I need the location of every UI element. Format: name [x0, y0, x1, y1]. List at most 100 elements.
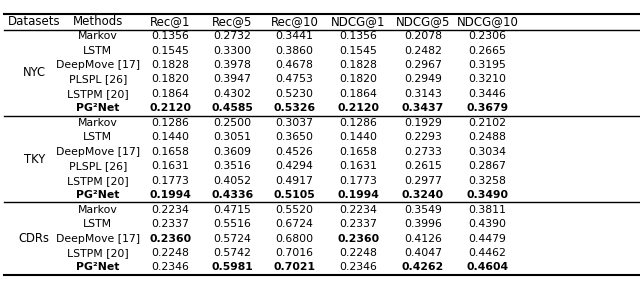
Text: 0.1440: 0.1440 — [151, 132, 189, 142]
Text: NYC: NYC — [23, 66, 46, 79]
Text: 0.2615: 0.2615 — [404, 161, 442, 171]
Text: 0.1929: 0.1929 — [404, 118, 442, 128]
Text: DeepMove [17]: DeepMove [17] — [56, 234, 140, 244]
Text: 0.4302: 0.4302 — [213, 89, 252, 99]
Text: 0.2120: 0.2120 — [149, 103, 191, 113]
Text: LSTPM [20]: LSTPM [20] — [67, 89, 129, 99]
Text: 0.5326: 0.5326 — [273, 103, 316, 113]
Text: LSTPM [20]: LSTPM [20] — [67, 248, 129, 258]
Text: 0.3978: 0.3978 — [214, 60, 252, 70]
Text: 0.4126: 0.4126 — [404, 234, 442, 244]
Text: PG²Net: PG²Net — [76, 263, 120, 272]
Text: 0.2949: 0.2949 — [404, 74, 442, 84]
Text: Rec@1: Rec@1 — [150, 15, 191, 28]
Text: 0.2102: 0.2102 — [468, 118, 506, 128]
Text: 0.1631: 0.1631 — [339, 161, 377, 171]
Text: 0.2234: 0.2234 — [339, 205, 377, 215]
Text: 0.2500: 0.2500 — [213, 118, 252, 128]
Text: 0.1828: 0.1828 — [151, 60, 189, 70]
Text: 0.1828: 0.1828 — [339, 60, 377, 70]
Text: 0.1864: 0.1864 — [339, 89, 377, 99]
Text: 0.1658: 0.1658 — [339, 147, 377, 157]
Text: 0.1286: 0.1286 — [339, 118, 377, 128]
Text: 0.4047: 0.4047 — [404, 248, 442, 258]
Text: Markov: Markov — [78, 118, 118, 128]
Text: 0.4715: 0.4715 — [214, 205, 252, 215]
Text: 0.4917: 0.4917 — [276, 176, 314, 186]
Text: LSTM: LSTM — [83, 219, 113, 229]
Text: 0.5724: 0.5724 — [214, 234, 252, 244]
Text: 0.5520: 0.5520 — [276, 205, 314, 215]
Text: NDCG@10: NDCG@10 — [456, 15, 518, 28]
Text: 0.2967: 0.2967 — [404, 60, 442, 70]
Text: 0.1820: 0.1820 — [339, 74, 377, 84]
Text: Markov: Markov — [78, 205, 118, 215]
Text: 0.1356: 0.1356 — [151, 31, 189, 41]
Text: Methods: Methods — [73, 15, 123, 28]
Text: 0.1286: 0.1286 — [151, 118, 189, 128]
Text: 0.4052: 0.4052 — [213, 176, 252, 186]
Text: 0.6724: 0.6724 — [276, 219, 314, 229]
Text: PG²Net: PG²Net — [76, 190, 120, 200]
Text: 0.3437: 0.3437 — [402, 103, 444, 113]
Text: 0.1773: 0.1773 — [339, 176, 377, 186]
Text: DeepMove [17]: DeepMove [17] — [56, 147, 140, 157]
Text: 0.4526: 0.4526 — [276, 147, 314, 157]
Text: PLSPL [26]: PLSPL [26] — [68, 74, 127, 84]
Text: 0.3516: 0.3516 — [214, 161, 252, 171]
Text: 0.4585: 0.4585 — [211, 103, 253, 113]
Text: 0.5105: 0.5105 — [274, 190, 316, 200]
Text: 0.2488: 0.2488 — [468, 132, 506, 142]
Text: 0.1545: 0.1545 — [151, 46, 189, 55]
Text: 0.5981: 0.5981 — [211, 263, 253, 272]
Text: NDCG@1: NDCG@1 — [331, 15, 385, 28]
Text: 0.2337: 0.2337 — [151, 219, 189, 229]
Text: 0.3811: 0.3811 — [468, 205, 506, 215]
Text: 0.2120: 0.2120 — [337, 103, 379, 113]
Text: Datasets: Datasets — [8, 15, 61, 28]
Text: 0.2306: 0.2306 — [468, 31, 506, 41]
Text: 0.2234: 0.2234 — [151, 205, 189, 215]
Text: 0.3240: 0.3240 — [402, 190, 444, 200]
Text: NDCG@5: NDCG@5 — [396, 15, 450, 28]
Text: 0.3679: 0.3679 — [467, 103, 509, 113]
Text: 0.2665: 0.2665 — [468, 46, 506, 55]
Text: 0.2733: 0.2733 — [404, 147, 442, 157]
Text: 0.4479: 0.4479 — [468, 234, 506, 244]
Text: 0.3996: 0.3996 — [404, 219, 442, 229]
Text: 0.3258: 0.3258 — [468, 176, 506, 186]
Text: LSTM: LSTM — [83, 46, 113, 55]
Text: 0.5742: 0.5742 — [214, 248, 252, 258]
Text: PG²Net: PG²Net — [76, 103, 120, 113]
Text: 0.3947: 0.3947 — [214, 74, 252, 84]
Text: Rec@5: Rec@5 — [212, 15, 253, 28]
Text: 0.3441: 0.3441 — [276, 31, 314, 41]
Text: 0.5516: 0.5516 — [214, 219, 252, 229]
Text: 0.1631: 0.1631 — [151, 161, 189, 171]
Text: CDRs: CDRs — [19, 232, 50, 245]
Text: 0.2293: 0.2293 — [404, 132, 442, 142]
Text: 0.1773: 0.1773 — [151, 176, 189, 186]
Text: 0.4678: 0.4678 — [276, 60, 314, 70]
Text: 0.1994: 0.1994 — [149, 190, 191, 200]
Text: 0.3446: 0.3446 — [468, 89, 506, 99]
Text: 0.1440: 0.1440 — [339, 132, 377, 142]
Text: 0.2346: 0.2346 — [151, 263, 189, 272]
Text: 0.4390: 0.4390 — [468, 219, 506, 229]
Text: 0.7021: 0.7021 — [273, 263, 316, 272]
Text: DeepMove [17]: DeepMove [17] — [56, 60, 140, 70]
Text: 0.2482: 0.2482 — [404, 46, 442, 55]
Text: 0.2360: 0.2360 — [149, 234, 191, 244]
Text: 0.2360: 0.2360 — [337, 234, 379, 244]
Text: 0.2337: 0.2337 — [339, 219, 377, 229]
Text: 0.4753: 0.4753 — [276, 74, 314, 84]
Text: 0.3034: 0.3034 — [468, 147, 506, 157]
Text: 0.3609: 0.3609 — [213, 147, 252, 157]
Text: 0.3210: 0.3210 — [468, 74, 506, 84]
Text: 0.3549: 0.3549 — [404, 205, 442, 215]
Text: TKY: TKY — [24, 152, 45, 166]
Text: 0.1994: 0.1994 — [337, 190, 379, 200]
Text: 0.3143: 0.3143 — [404, 89, 442, 99]
Text: 0.7016: 0.7016 — [276, 248, 314, 258]
Text: 0.1820: 0.1820 — [151, 74, 189, 84]
